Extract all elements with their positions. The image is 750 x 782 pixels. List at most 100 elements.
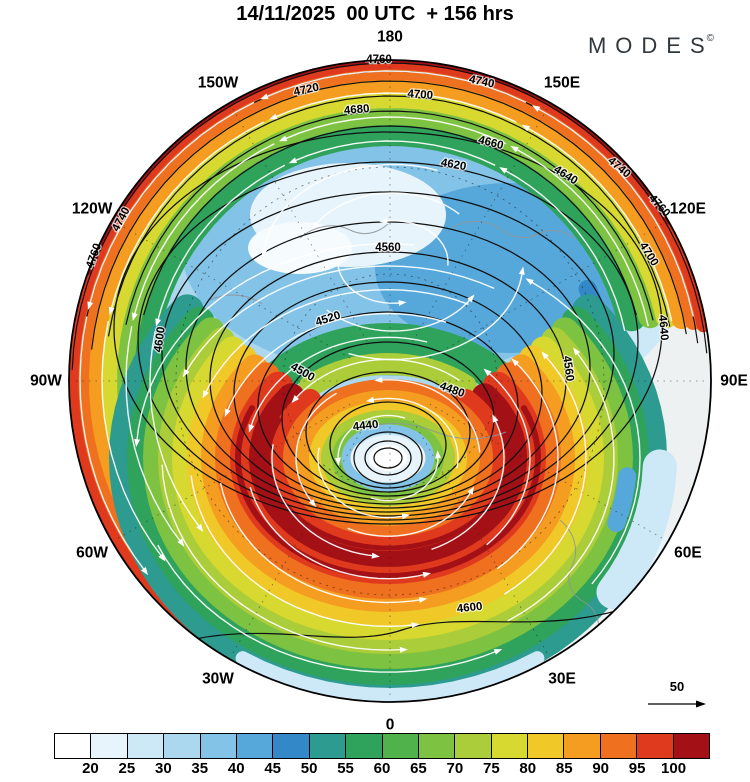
shading-band xyxy=(229,371,547,584)
shading-band xyxy=(82,73,692,644)
coastline xyxy=(299,223,389,239)
shading-band xyxy=(299,352,477,397)
contour-label: 4680 xyxy=(343,103,370,117)
colorbar-tick: 40 xyxy=(227,760,245,777)
contour-line xyxy=(137,161,639,521)
contour-label: 4620 xyxy=(440,157,467,173)
streamline xyxy=(334,414,406,466)
streamline xyxy=(278,116,506,145)
forecast-title: 14/11/2025 00 UTC + 156 hrs xyxy=(236,3,514,25)
contour-line xyxy=(353,431,423,485)
colorbar-cell xyxy=(345,734,382,758)
streamline xyxy=(337,258,407,307)
streamline xyxy=(202,288,469,399)
longitude-label: 90W xyxy=(30,373,62,390)
colorbar-cell xyxy=(563,734,600,758)
contour-label: 4640 xyxy=(656,314,670,341)
streamline xyxy=(496,358,559,570)
colorbar-cell xyxy=(163,734,200,758)
colorbar-cell xyxy=(636,734,673,758)
contour-label: 4440 xyxy=(352,419,379,434)
modes-logo-mark: © xyxy=(706,33,714,44)
streamline xyxy=(248,336,428,433)
streamline xyxy=(295,392,337,508)
longitude-label: 30W xyxy=(202,670,234,687)
streamline xyxy=(348,266,525,361)
streamline xyxy=(510,145,649,327)
streamline xyxy=(365,396,459,469)
colorbar-cell xyxy=(527,734,564,758)
streamline xyxy=(149,330,204,533)
shading-band xyxy=(73,63,702,662)
colorbar-tick: 25 xyxy=(118,760,136,777)
colorbar-tick: 20 xyxy=(82,760,99,777)
contour-label: 4560 xyxy=(375,242,401,254)
shading-band xyxy=(320,410,455,506)
colorbar-tick: 80 xyxy=(519,760,537,777)
contour-line xyxy=(107,95,671,337)
colorbar-cell xyxy=(454,734,491,758)
streamline xyxy=(260,70,527,104)
colorbar-tick: 45 xyxy=(264,760,281,777)
streamline xyxy=(157,544,503,673)
longitude-label: 120W xyxy=(72,201,113,218)
coastline xyxy=(209,294,263,305)
streamline xyxy=(108,121,265,316)
colorbar-ticks: 20 25 30 35 40 45 50 55 60 65 70 75 80 85 90 95 100 xyxy=(54,760,710,780)
colorbar-tick: 50 xyxy=(300,760,318,777)
streamline xyxy=(182,265,495,378)
colorbar-cell xyxy=(235,734,273,758)
streamline xyxy=(87,101,255,310)
colorbar-cell xyxy=(381,734,418,758)
colorbar-cell xyxy=(272,734,309,758)
longitude-label: 0 xyxy=(386,717,395,734)
streamline xyxy=(249,486,432,580)
streamline xyxy=(269,92,517,123)
colorbar-tick: 35 xyxy=(191,760,209,777)
streamline xyxy=(347,486,474,537)
streamline xyxy=(507,347,615,622)
longitude-label: 60E xyxy=(674,545,702,562)
shading-band xyxy=(234,405,542,580)
map-boundary xyxy=(68,59,712,703)
contour-line xyxy=(71,62,708,370)
colorbar-cell xyxy=(126,734,164,758)
streamline xyxy=(504,351,587,595)
streamline xyxy=(101,320,166,562)
streamline xyxy=(525,278,641,585)
modes-logo-text: MODES xyxy=(587,33,714,58)
contour-label: 4600 xyxy=(456,601,483,616)
streamline xyxy=(532,105,694,317)
streamline xyxy=(370,450,442,502)
coastline xyxy=(559,519,600,643)
shading-band xyxy=(282,379,493,537)
streamline xyxy=(431,414,505,551)
colorbar-cell xyxy=(90,734,127,758)
colorbar-cell xyxy=(308,734,346,758)
streamline xyxy=(190,475,420,629)
contour-line xyxy=(127,591,667,663)
streamline xyxy=(326,294,475,332)
modes-logo: MODES© xyxy=(588,33,714,59)
streamline xyxy=(261,163,438,258)
colorbar-cell xyxy=(672,734,710,758)
shading-band xyxy=(341,424,435,492)
contour-line xyxy=(185,221,591,513)
colorbar-tick: 100 xyxy=(661,760,687,777)
streamline xyxy=(311,192,460,230)
shading-band xyxy=(214,362,562,599)
contour-line xyxy=(329,401,447,489)
shading-band xyxy=(607,467,637,532)
shading-band xyxy=(266,389,510,552)
shading-blob xyxy=(248,222,352,274)
contour-line xyxy=(305,371,471,493)
contour-label: 4700 xyxy=(407,88,433,102)
map-layers xyxy=(69,60,711,702)
colorbar-tick: 95 xyxy=(628,760,646,777)
colorbar-cell xyxy=(199,734,236,758)
shading-band xyxy=(142,317,634,669)
streamline xyxy=(125,325,185,547)
streamline xyxy=(155,164,286,327)
longitude-label: 90E xyxy=(720,373,748,390)
